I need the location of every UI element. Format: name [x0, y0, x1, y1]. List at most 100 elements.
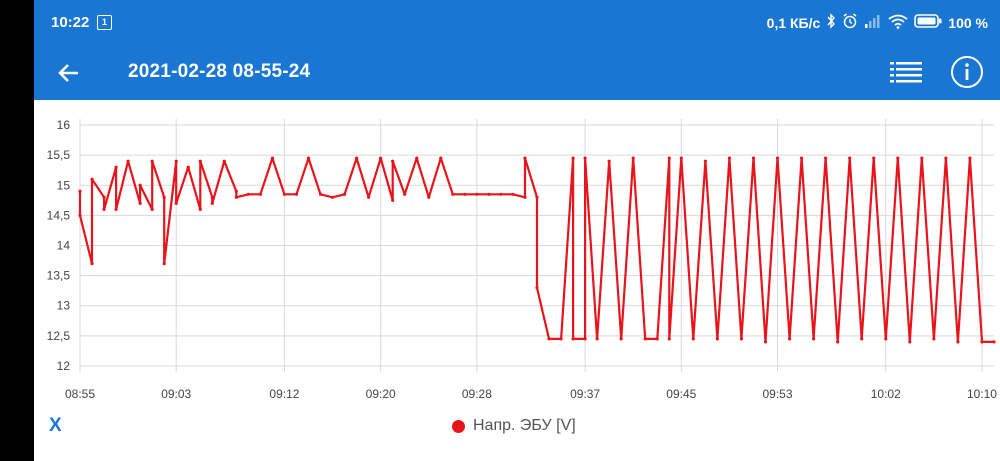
x-tick-label: 10:02 — [871, 387, 901, 401]
y-tick-label: 13 — [57, 299, 71, 313]
battery-icon — [914, 14, 942, 31]
x-tick-label: 10:10 — [967, 387, 997, 401]
data-point — [186, 165, 190, 169]
data-point — [944, 156, 948, 160]
data-point — [667, 156, 671, 160]
x-tick-label: 09:28 — [462, 387, 492, 401]
data-point — [559, 337, 563, 341]
data-point — [427, 195, 431, 199]
data-point — [812, 337, 816, 341]
data-point — [619, 337, 623, 341]
data-point — [90, 261, 94, 266]
data-point — [523, 156, 527, 160]
data-point — [138, 201, 142, 205]
y-tick-label: 13,5 — [47, 269, 71, 283]
data-point — [258, 192, 262, 196]
data-point — [234, 189, 238, 193]
alarm-icon — [842, 13, 858, 32]
data-point — [679, 156, 683, 160]
x-axis-button[interactable]: X — [49, 415, 62, 436]
data-point — [451, 192, 455, 196]
data-point — [956, 340, 960, 344]
data-point — [210, 195, 214, 199]
status-indicators: 0,1 КБ/с 100 % — [767, 13, 988, 32]
data-point — [691, 337, 695, 341]
list-button[interactable] — [886, 56, 926, 90]
data-point — [655, 337, 659, 341]
page-title: 2021-02-28 08-55-24 — [128, 61, 311, 82]
data-point — [487, 192, 491, 196]
status-time: 10:22 — [51, 14, 90, 31]
data-point — [162, 261, 166, 266]
voltage-chart[interactable]: 16 15,5 15 14,5 14 13,5 13 12,5 12 08:55 09:03 09:… — [34, 100, 1000, 410]
data-point — [595, 337, 599, 341]
data-point — [90, 177, 94, 181]
data-point — [884, 337, 888, 341]
data-point — [763, 340, 768, 344]
data-point — [511, 192, 515, 196]
legend-marker — [452, 419, 465, 433]
data-point — [571, 156, 575, 160]
data-point — [318, 192, 323, 196]
data-point — [523, 195, 527, 199]
back-button[interactable] — [52, 56, 86, 90]
wifi-icon — [888, 14, 908, 32]
data-point — [342, 192, 347, 196]
data-point — [355, 156, 359, 160]
x-tick-label: 09:45 — [666, 387, 696, 401]
data-point — [920, 156, 924, 160]
data-point — [836, 340, 840, 344]
data-point — [150, 159, 154, 163]
data-point — [968, 156, 972, 160]
status-bar: 10:22 1 0,1 КБ/с 100 % — [34, 0, 1000, 46]
data-point — [547, 337, 551, 341]
x-tick-label: 09:37 — [570, 387, 600, 401]
y-tick-label: 12 — [57, 359, 71, 373]
data-point — [306, 156, 311, 160]
data-point — [499, 192, 503, 196]
data-point — [78, 189, 82, 193]
data-point — [222, 159, 226, 163]
data-point — [583, 337, 587, 341]
y-tick-label: 15,5 — [47, 148, 71, 162]
data-point — [367, 195, 371, 199]
data-point — [896, 156, 900, 160]
data-point — [860, 337, 864, 341]
y-tick-label: 16 — [57, 118, 71, 132]
data-point — [607, 159, 611, 163]
data-point — [787, 337, 792, 341]
data-point — [739, 337, 744, 341]
data-point — [571, 337, 575, 341]
network-speed: 0,1 КБ/с — [766, 14, 821, 31]
data-point — [631, 156, 635, 160]
back-arrow-icon — [58, 64, 78, 82]
data-point — [463, 192, 467, 196]
data-point — [751, 156, 756, 160]
data-point — [391, 159, 395, 163]
data-point — [270, 156, 275, 160]
y-tick-label: 14 — [57, 239, 71, 253]
info-button[interactable] — [947, 52, 987, 92]
data-point — [150, 207, 154, 211]
data-point — [379, 156, 383, 160]
data-point — [824, 156, 828, 160]
x-tick-label: 09:53 — [763, 387, 793, 401]
x-tick-label: 08:55 — [65, 387, 95, 401]
data-point — [198, 207, 202, 211]
y-tick-label: 15 — [57, 178, 71, 192]
data-point — [872, 156, 876, 160]
data-point — [667, 337, 671, 341]
info-icon — [951, 56, 983, 88]
data-point — [535, 286, 539, 290]
data-point — [932, 337, 936, 341]
data-point — [415, 156, 419, 160]
app-bar: 2021-02-28 08-55-24 — [34, 46, 1000, 100]
data-point — [102, 207, 106, 211]
data-point — [174, 159, 178, 163]
data-point — [583, 156, 587, 160]
legend-label: Напр. ЭБУ [V] — [473, 417, 576, 434]
data-point — [126, 159, 130, 163]
data-point — [535, 195, 539, 199]
data-point — [703, 159, 707, 163]
data-point — [848, 156, 852, 160]
